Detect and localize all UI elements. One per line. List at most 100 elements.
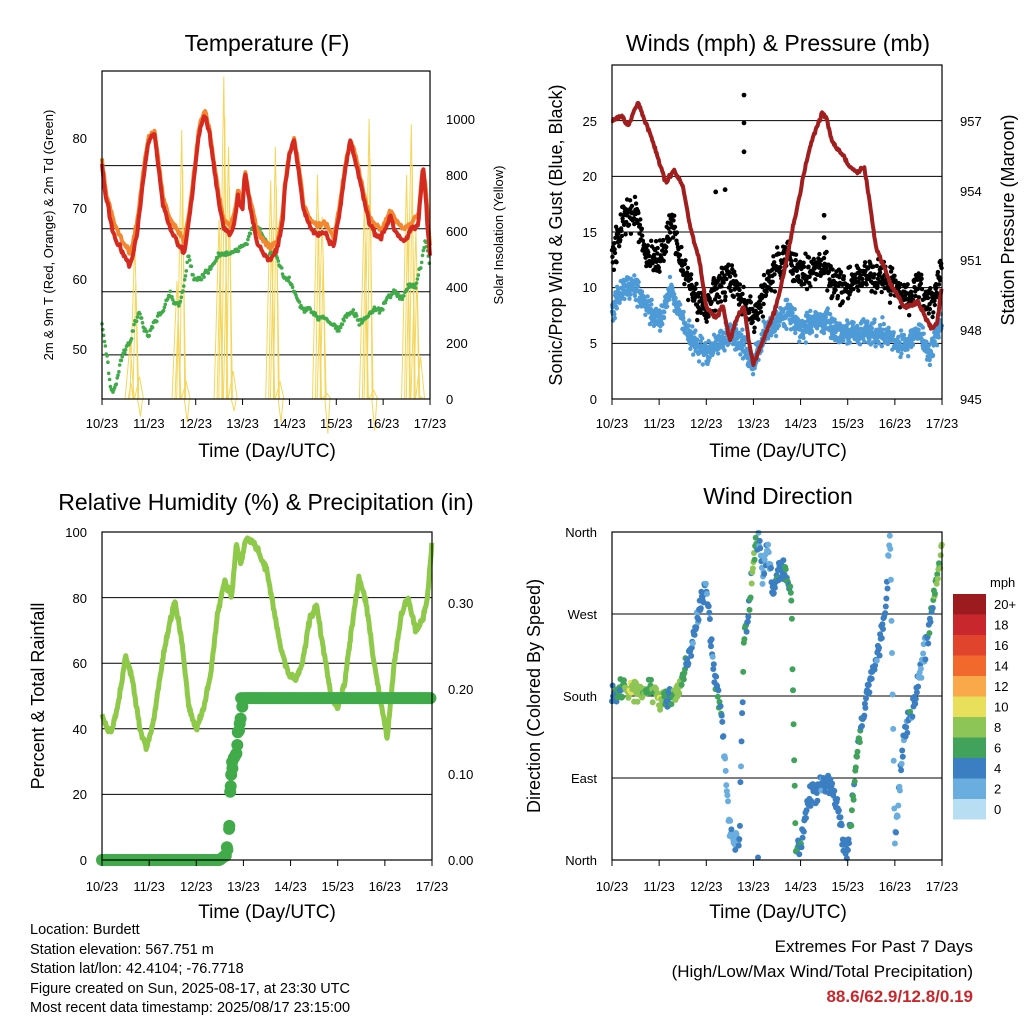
dewpoint-point <box>419 260 424 265</box>
wind-point <box>673 295 678 301</box>
gust-point <box>640 238 646 243</box>
wind-point <box>681 309 686 315</box>
wind-point <box>649 302 654 307</box>
direction-point <box>737 779 744 786</box>
dewpoint-point <box>245 242 249 246</box>
gust-point <box>627 198 633 203</box>
direction-point <box>748 580 755 587</box>
gust-point <box>617 244 622 249</box>
legend-swatch <box>953 635 986 656</box>
direction-point <box>727 817 734 824</box>
dewpoint-point <box>248 231 253 236</box>
direction-point <box>890 757 897 764</box>
direction-point <box>713 673 720 680</box>
solar-spike <box>413 270 420 400</box>
direction-point <box>706 609 713 616</box>
gust-point <box>664 244 669 250</box>
gust-point <box>804 286 810 292</box>
gust-point <box>740 291 745 297</box>
gust-point <box>729 263 735 268</box>
gust-point <box>840 299 845 304</box>
gust-point <box>682 281 687 287</box>
solar-spike <box>227 370 238 400</box>
direction-point <box>898 760 905 767</box>
x-tick-label: 10/23 <box>86 416 119 431</box>
gust-point <box>748 300 753 305</box>
gust-point <box>909 293 914 298</box>
direction-point <box>882 603 889 610</box>
direction-point <box>831 787 838 794</box>
solar-spike <box>268 220 275 400</box>
y2-tick-label: 600 <box>446 224 468 239</box>
direction-point <box>722 767 729 774</box>
gust-point <box>798 279 804 284</box>
direction-point <box>873 657 880 664</box>
direction-point <box>852 764 859 771</box>
wind-point <box>715 351 721 356</box>
gust-point <box>824 249 829 255</box>
x-tick-label: 16/23 <box>879 879 912 894</box>
gust-point <box>928 286 933 291</box>
direction-point <box>865 682 872 688</box>
dewpoint-point <box>161 308 166 313</box>
gust-point <box>713 189 719 195</box>
wind-point <box>862 339 867 344</box>
temperature-y-ticks: 50 60 70 80 <box>73 131 87 357</box>
gust-point <box>764 289 769 294</box>
wind-point <box>636 279 641 285</box>
gust-point <box>640 233 645 238</box>
direction-point <box>899 747 906 754</box>
gust-point <box>689 272 694 277</box>
gust-point <box>694 281 699 286</box>
direction-point <box>933 580 940 587</box>
gust-point <box>632 221 637 227</box>
gust-point <box>629 203 635 209</box>
gust-point <box>721 280 726 285</box>
dewpoint-point <box>357 323 362 327</box>
temperature-panel: Temperature (F) 50 60 70 80 0 200 400 60… <box>41 30 506 462</box>
gust-point <box>813 277 818 282</box>
direction-point <box>693 624 700 631</box>
direction-panel: Wind Direction North East South West Nor… <box>524 483 1016 923</box>
dewpoint-point <box>187 254 191 258</box>
gust-point <box>845 296 851 301</box>
direction-point <box>688 652 695 659</box>
direction-point <box>934 575 941 582</box>
gust-point <box>711 276 716 281</box>
direction-point <box>792 820 799 827</box>
dewpoint-point <box>416 273 421 277</box>
gust-point <box>806 264 811 269</box>
solar-spike <box>179 169 186 400</box>
wind-point <box>741 343 746 348</box>
gust-point <box>833 287 838 293</box>
gust-point <box>620 219 626 224</box>
dewpoint-point <box>123 347 128 352</box>
direction-point <box>880 626 886 632</box>
solar-spike <box>132 281 139 400</box>
gust-point <box>890 266 895 271</box>
x-tick-label: 12/23 <box>179 416 212 431</box>
gust-point <box>727 270 732 275</box>
direction-point <box>765 541 772 548</box>
gust-point <box>663 249 669 254</box>
direction-point <box>896 787 903 794</box>
station-location: Location: Burdett <box>30 922 140 938</box>
gust-point <box>652 255 657 261</box>
pressure-y-label: Station Pressure (Maroon) <box>998 114 1018 325</box>
solar-spike <box>137 398 143 417</box>
gust-point <box>758 309 764 314</box>
direction-point <box>884 585 891 592</box>
gust-point <box>789 263 795 268</box>
direction-point <box>691 631 698 638</box>
direction-point <box>927 619 934 625</box>
wind-point <box>847 340 853 345</box>
wind-point <box>784 326 789 331</box>
precip-point <box>424 692 437 705</box>
legend-label: 8 <box>994 720 1001 735</box>
legend-swatch <box>953 737 986 758</box>
legend-label: 12 <box>994 679 1008 694</box>
gust-point <box>888 292 893 297</box>
station-info: Location: Burdett Station elevation: 567… <box>30 921 350 1019</box>
direction-point <box>866 689 873 696</box>
gust-point <box>919 272 924 277</box>
